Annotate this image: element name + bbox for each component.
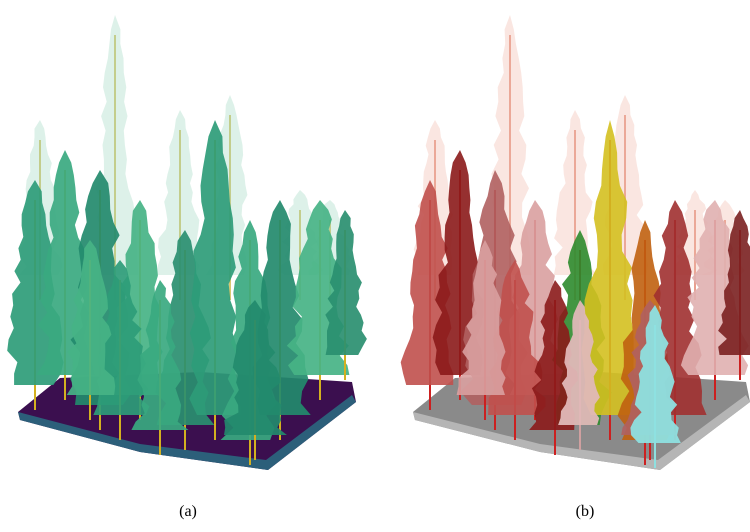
panel-a-image: [7, 15, 367, 470]
figure: (a) (b): [0, 0, 750, 532]
caption: (b): [576, 503, 595, 520]
caption: (a): [179, 503, 197, 520]
panel-b-image: [401, 15, 750, 470]
page: (a) (b) (() => { const data = JSON.parse…: [0, 0, 750, 532]
